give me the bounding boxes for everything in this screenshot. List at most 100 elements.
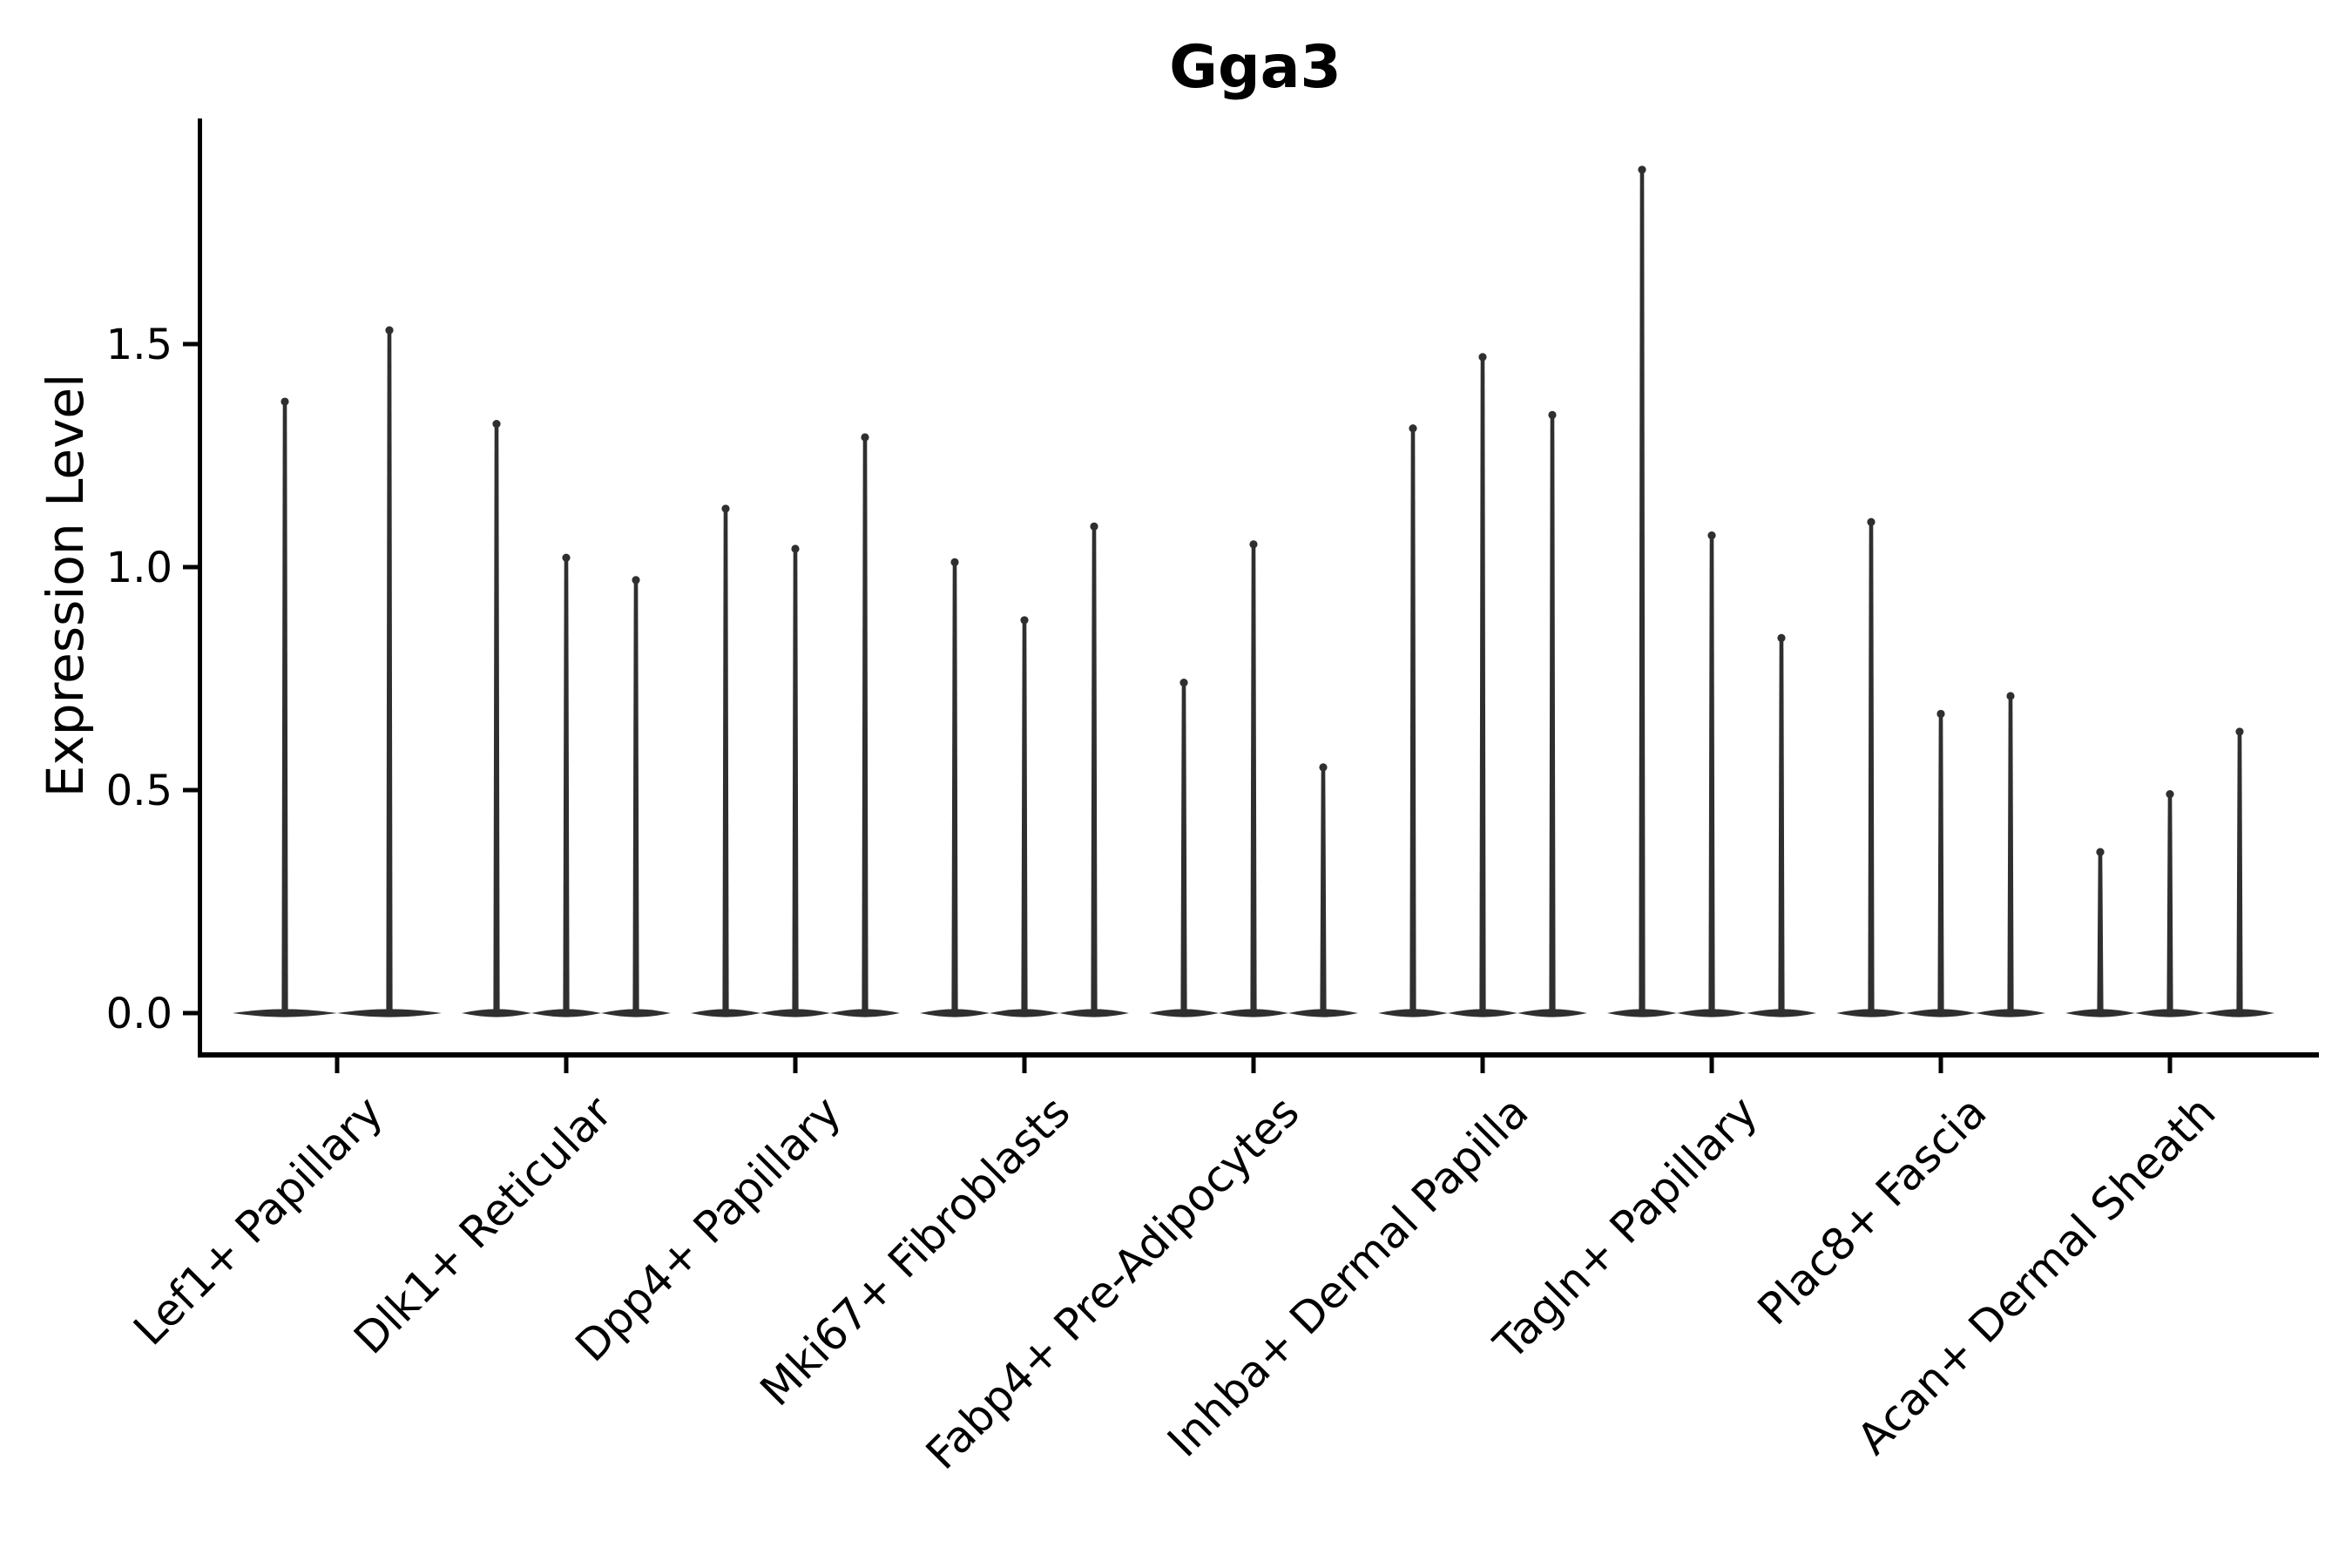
violin-base: [531, 1009, 601, 1017]
x-tick: [793, 1058, 798, 1073]
violin: [2135, 790, 2205, 1017]
violin-spike: [1479, 358, 1486, 1012]
violin-base: [1607, 1009, 1677, 1017]
violin-spike-tip: [1867, 517, 1876, 526]
violin-spike-tip: [1548, 410, 1557, 419]
violin-spike-tip: [1179, 679, 1188, 687]
violin-spike-tip: [1936, 709, 1945, 719]
violin: [1607, 166, 1677, 1017]
violin-base: [337, 1009, 442, 1017]
x-tick: [335, 1058, 340, 1073]
violin-base: [990, 1009, 1059, 1017]
violin: [2205, 727, 2274, 1017]
violin-base: [691, 1009, 760, 1017]
y-tick: [183, 787, 198, 793]
x-tick: [2167, 1058, 2173, 1073]
x-tick-label: Lef1+ Papillary: [124, 1086, 392, 1355]
y-axis-spine: [198, 118, 202, 1058]
violin-base: [830, 1009, 900, 1017]
y-tick-label: 1.5: [106, 321, 172, 369]
violin-spike: [2166, 795, 2173, 1012]
y-tick: [183, 564, 198, 570]
violin-base: [1517, 1009, 1587, 1017]
chart-title: Gga3: [1169, 33, 1342, 102]
violin-base: [1378, 1009, 1448, 1017]
violin-spike: [386, 331, 393, 1012]
y-tick: [183, 1010, 198, 1016]
violin-base: [601, 1009, 671, 1017]
violin-spike: [792, 550, 799, 1012]
violin-base: [1976, 1009, 2045, 1017]
violin-spike-tip: [1638, 166, 1646, 174]
violin: [1747, 633, 1816, 1017]
violin-base: [1288, 1009, 1358, 1017]
violin-spike: [632, 581, 639, 1012]
violin-spike-tip: [1249, 540, 1258, 549]
x-axis-ticks: [335, 1058, 2173, 1073]
violin: [1219, 540, 1288, 1017]
violin-spike: [1937, 714, 1944, 1012]
violin-base: [1219, 1009, 1288, 1017]
violin-spike: [722, 510, 729, 1012]
violin-base: [920, 1009, 990, 1017]
violin-spike-tip: [1020, 616, 1029, 625]
violin-spike-tip: [2096, 848, 2105, 856]
y-tick-label: 0.5: [106, 767, 172, 815]
y-axis-ticks: 0.0 0.5 1.0 1.5: [106, 321, 198, 1038]
violin-spike-tip: [385, 326, 394, 335]
violin: [1836, 517, 1906, 1017]
violin: [531, 553, 601, 1017]
violin: [1517, 410, 1587, 1017]
x-tick: [1251, 1058, 1256, 1073]
violin-base: [760, 1009, 830, 1017]
violin: [1149, 679, 1219, 1017]
violin-spike-tip: [861, 433, 869, 442]
violin-spike-tip: [492, 420, 501, 429]
violin: [1378, 424, 1448, 1017]
violin-base: [2135, 1009, 2205, 1017]
violin-spike-tip: [1478, 353, 1487, 362]
violin: [920, 558, 990, 1017]
violin-base: [1906, 1009, 1976, 1017]
x-tick: [1480, 1058, 1485, 1073]
x-tick: [1022, 1058, 1027, 1073]
violin: [1906, 709, 1976, 1017]
violin-spike: [2007, 697, 2014, 1012]
violin-spike-tip: [1707, 531, 1716, 540]
violin-base: [1448, 1009, 1517, 1017]
violin-base: [233, 1009, 337, 1017]
x-tick: [1709, 1058, 1714, 1073]
violin-base: [1747, 1009, 1816, 1017]
violin-base: [2205, 1009, 2274, 1017]
violin-spike: [1778, 639, 1785, 1012]
violin: [337, 326, 442, 1017]
violin-spike-tip: [632, 576, 640, 585]
violin-spike: [2097, 853, 2104, 1012]
violin-base: [2065, 1009, 2135, 1017]
violin-spike: [1250, 545, 1257, 1012]
violin-spike: [1091, 527, 1098, 1012]
violin-spike: [862, 438, 868, 1012]
violin-spike: [1021, 621, 1028, 1012]
violin-spike: [1180, 684, 1187, 1012]
x-axis-spine: [198, 1052, 2319, 1058]
violin-spike-tip: [1777, 633, 1786, 643]
violin-spike-tip: [2166, 790, 2174, 799]
violin: [1677, 531, 1747, 1017]
violin: [691, 504, 760, 1017]
y-tick: [183, 341, 198, 347]
violin-base: [1677, 1009, 1747, 1017]
violin-spike-tip: [562, 553, 571, 562]
violin: [1288, 763, 1358, 1017]
violin-spike-tip: [2006, 692, 2015, 700]
violin-spike: [1549, 416, 1556, 1012]
violin: [1448, 353, 1517, 1017]
violin-spike-tip: [950, 558, 959, 566]
violin-spike: [1639, 171, 1646, 1012]
y-tick-label: 1.0: [106, 544, 172, 592]
violin-base: [462, 1009, 531, 1017]
violin: [1059, 522, 1129, 1017]
violin-spike: [281, 402, 288, 1012]
